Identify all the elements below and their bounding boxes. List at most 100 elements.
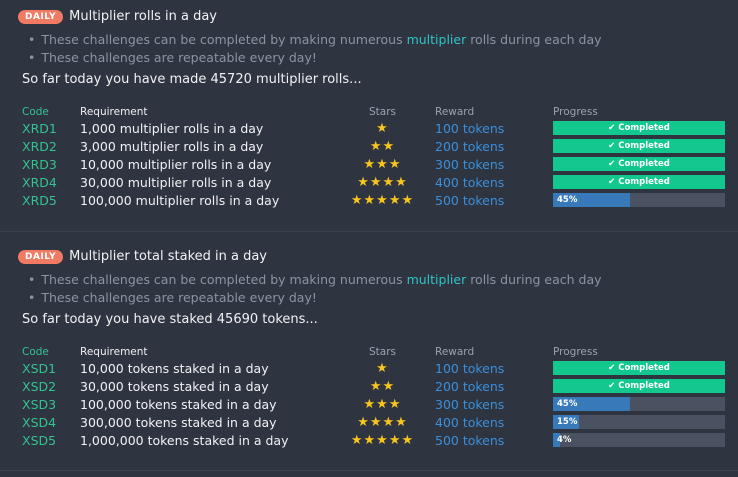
table-row: XRD2 3,000 multiplier rolls in a day ★★ 200…: [22, 137, 725, 155]
reward-amount: 300 tokens: [435, 396, 505, 412]
progress-cell: ✔ Completed: [553, 119, 725, 137]
star-rating: ★: [376, 360, 389, 376]
daily-badge: DAILY: [18, 9, 64, 24]
col-reward: Reward: [435, 106, 475, 118]
table-row: XSD4 300,000 tokens staked in a day ★★★★ 40…: [22, 413, 725, 431]
challenge-requirement: 100,000 multiplier rolls in a day: [80, 192, 280, 208]
bullet-repeatable: These challenges are repeatable every da…: [28, 289, 602, 307]
bullet-completion: These challenges can be completed by mak…: [28, 31, 601, 49]
challenge-requirement: 30,000 multiplier rolls in a day: [80, 174, 272, 190]
star-rating: ★★: [369, 138, 396, 154]
section-title: Multiplier rolls in a day: [69, 9, 218, 24]
reward-amount: 300 tokens: [435, 156, 505, 172]
challenge-code: XRD3: [22, 156, 57, 172]
table-row: XRD3 10,000 multiplier rolls in a day ★★★ 3…: [22, 155, 725, 173]
progress-bar: 4%: [553, 433, 725, 447]
challenge-section-staked: DAILY Multiplier total staked in a day T…: [0, 249, 738, 464]
progress-label: ✔ Completed: [608, 123, 670, 133]
challenge-requirement: 10,000 multiplier rolls in a day: [80, 156, 272, 172]
challenge-requirement: 3,000 multiplier rolls in a day: [80, 138, 264, 154]
star-rating: ★★★★: [357, 174, 408, 190]
challenge-code: XSD1: [22, 360, 57, 376]
col-stars: Stars: [368, 346, 396, 358]
progress-label: ✔ Completed: [608, 141, 670, 151]
section-divider: [0, 231, 738, 232]
reward-amount: 400 tokens: [435, 414, 505, 430]
progress-cell: 15%: [553, 413, 725, 431]
challenge-code: XSD5: [22, 432, 57, 448]
challenge-table: Code Requirement Stars Reward Progress X…: [22, 345, 725, 449]
bullet-completion: These challenges can be completed by mak…: [28, 271, 601, 289]
section-title: Multiplier total staked in a day: [69, 249, 268, 264]
section-header: DAILY Multiplier total staked in a day: [18, 249, 267, 264]
progress-cell: 45%: [553, 395, 725, 413]
challenge-code: XSD3: [22, 396, 57, 412]
col-progress: Progress: [553, 106, 598, 118]
progress-label: 15%: [557, 417, 578, 427]
reward-amount: 100 tokens: [435, 360, 505, 376]
progress-bar: ✔ Completed: [553, 361, 725, 375]
reward-amount: 500 tokens: [435, 192, 505, 208]
challenge-code: XRD2: [22, 138, 57, 154]
col-stars: Stars: [368, 106, 396, 118]
table-row: XSD3 100,000 tokens staked in a day ★★★ 300…: [22, 395, 725, 413]
challenge-section-rolls: DAILY Multiplier rolls in a day These ch…: [0, 9, 738, 224]
reward-amount: 200 tokens: [435, 138, 505, 154]
table-header: Code Requirement Stars Reward Progress: [22, 345, 725, 359]
info-bullets: These challenges can be completed by mak…: [28, 31, 602, 67]
star-rating: ★★★★: [357, 414, 408, 430]
progress-label: ✔ Completed: [608, 177, 670, 187]
col-requirement: Requirement: [80, 346, 148, 358]
challenge-code: XRD1: [22, 120, 57, 136]
progress-fill: [553, 397, 631, 411]
info-bullets: These challenges can be completed by mak…: [28, 271, 602, 307]
col-reward: Reward: [435, 346, 475, 358]
progress-bar: ✔ Completed: [553, 175, 725, 189]
table-header: Code Requirement Stars Reward Progress: [22, 105, 725, 119]
col-progress: Progress: [553, 346, 598, 358]
col-code: Code: [22, 346, 49, 358]
progress-cell: ✔ Completed: [553, 377, 725, 395]
reward-amount: 400 tokens: [435, 174, 505, 190]
progress-cell: ✔ Completed: [553, 359, 725, 377]
col-code: Code: [22, 106, 49, 118]
challenge-requirement: 100,000 tokens staked in a day: [80, 396, 277, 412]
table-row: XRD5 100,000 multiplier rolls in a day ★★★…: [22, 191, 725, 209]
progress-fill: [553, 193, 631, 207]
col-requirement: Requirement: [80, 106, 148, 118]
progress-bar: 45%: [553, 193, 725, 207]
bullet-repeatable: These challenges are repeatable every da…: [28, 49, 602, 67]
challenge-table: Code Requirement Stars Reward Progress X…: [22, 105, 725, 209]
challenge-code: XRD4: [22, 174, 57, 190]
progress-label: ✔ Completed: [608, 381, 670, 391]
table-row: XSD2 30,000 tokens staked in a day ★★ 200 t…: [22, 377, 725, 395]
multiplier-link[interactable]: multiplier: [406, 32, 467, 47]
star-rating: ★★★★★: [350, 432, 415, 448]
star-rating: ★★★: [363, 396, 402, 412]
progress-cell: ✔ Completed: [553, 137, 725, 155]
table-row: XSD1 10,000 tokens staked in a day ★ 100 to…: [22, 359, 725, 377]
progress-bar: ✔ Completed: [553, 139, 725, 153]
challenge-requirement: 10,000 tokens staked in a day: [80, 360, 269, 376]
daily-badge: DAILY: [18, 249, 64, 264]
progress-bar: 45%: [553, 397, 725, 411]
progress-label: 4%: [557, 435, 572, 445]
progress-fill: [553, 433, 560, 447]
reward-amount: 500 tokens: [435, 432, 505, 448]
progress-summary: So far today you have staked 45690 token…: [22, 312, 318, 327]
progress-label: ✔ Completed: [608, 363, 670, 373]
progress-bar: ✔ Completed: [553, 121, 725, 135]
table-row: XRD4 30,000 multiplier rolls in a day ★★★★…: [22, 173, 725, 191]
challenge-requirement: 30,000 tokens staked in a day: [80, 378, 269, 394]
progress-label: ✔ Completed: [608, 159, 670, 169]
progress-summary: So far today you have made 45720 multipl…: [22, 72, 362, 87]
progress-fill: [553, 415, 579, 429]
challenge-code: XSD2: [22, 378, 57, 394]
star-rating: ★★★: [363, 156, 402, 172]
progress-cell: 45%: [553, 191, 725, 209]
table-row: XRD1 1,000 multiplier rolls in a day ★ 100 …: [22, 119, 725, 137]
multiplier-link[interactable]: multiplier: [406, 272, 467, 287]
reward-amount: 100 tokens: [435, 120, 505, 136]
progress-bar: ✔ Completed: [553, 157, 725, 171]
section-header: DAILY Multiplier rolls in a day: [18, 9, 217, 24]
